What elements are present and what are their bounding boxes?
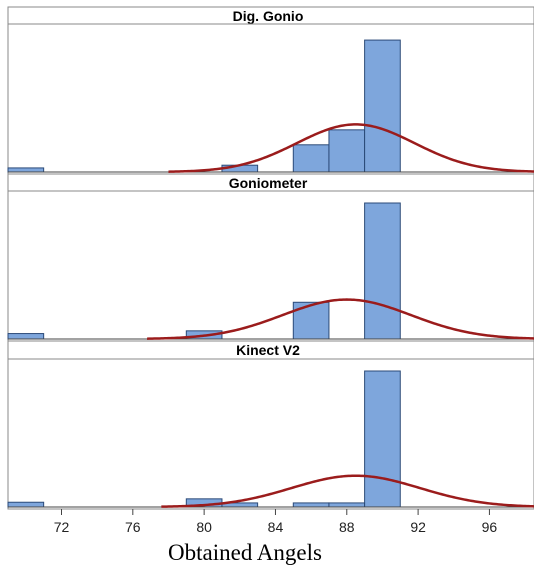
x-axis: 72 76 80 84 88 92 96	[54, 509, 498, 535]
x-tick-label: 92	[410, 519, 426, 535]
histogram-bar	[328, 129, 366, 173]
panel-plot-area	[7, 190, 534, 342]
x-tick-label: 76	[125, 519, 141, 535]
panel-1: Dig. Gonio	[7, 6, 534, 175]
histogram-bar	[7, 333, 45, 340]
histogram-bar	[292, 502, 330, 508]
panel-title: Dig. Gonio	[233, 8, 304, 24]
normal-fit-curve	[161, 474, 534, 508]
histogram-bar	[292, 301, 330, 340]
histogram-bar	[364, 39, 401, 173]
panel-title: Kinect V2	[236, 342, 300, 358]
histogram-bar	[7, 167, 45, 173]
normal-fit-curve	[147, 298, 534, 340]
panels: Dig. Gonio Goniometer Kinect V2	[7, 6, 534, 510]
panel-3: Kinect V2	[7, 340, 534, 510]
panel-2: Goniometer	[7, 173, 534, 342]
panel-title: Goniometer	[229, 175, 308, 191]
panel-plot-area	[7, 23, 534, 175]
histogram-bar	[7, 501, 45, 508]
normal-fit-curve	[168, 123, 534, 173]
x-tick-label: 72	[54, 519, 70, 535]
x-tick-label: 84	[268, 519, 284, 535]
histogram-bar	[364, 370, 401, 508]
x-axis-label: Obtained Angels	[168, 540, 322, 565]
histogram-bar	[292, 144, 330, 173]
x-tick-label: 88	[339, 519, 355, 535]
histogram-bar	[328, 502, 366, 508]
panel-plot-area	[7, 358, 534, 510]
x-tick-label: 80	[196, 519, 212, 535]
x-tick-label: 96	[482, 519, 498, 535]
histogram-bar	[364, 202, 401, 340]
